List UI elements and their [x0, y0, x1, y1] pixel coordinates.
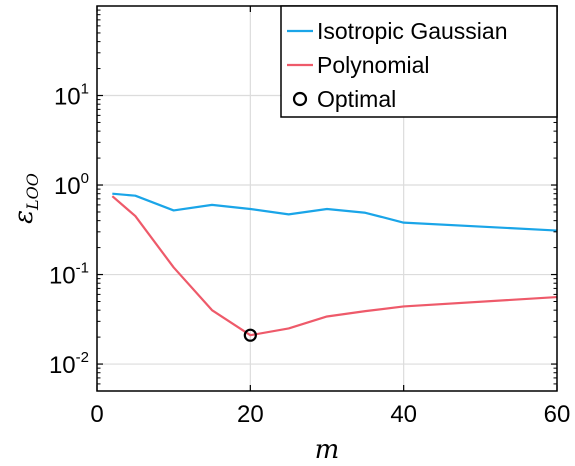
- y-tick-label: 100: [54, 170, 89, 200]
- y-axis-label: εLOO: [9, 173, 42, 224]
- y-tick-label-base: 10: [49, 263, 76, 290]
- x-tick-label: 0: [90, 401, 103, 428]
- y-tick-label: 10-1: [49, 260, 89, 290]
- legend-label-optimal: Optimal: [317, 86, 396, 112]
- legend-box: [280, 5, 558, 118]
- series-group: [111, 192, 558, 337]
- y-tick-label-exponent: 1: [81, 81, 89, 98]
- y-tick-label-exponent: -2: [76, 349, 89, 366]
- x-tick-label: 20: [237, 401, 264, 428]
- legend: Isotropic Gaussian Polynomial Optimal: [280, 5, 558, 118]
- y-tick-label-base: 10: [54, 173, 81, 200]
- markers-group: [243, 328, 257, 342]
- x-tick-label: 40: [390, 401, 417, 428]
- y-tick-label-base: 10: [49, 352, 76, 379]
- y-tick-label-base: 10: [54, 84, 81, 111]
- y-tick-label: 101: [54, 81, 89, 111]
- axis-labels: m εLOO: [9, 173, 339, 465]
- y-tick-label-exponent: -1: [76, 260, 89, 277]
- y-axis-label-main: ε: [9, 210, 39, 224]
- y-tick-label-exponent: 0: [81, 170, 89, 187]
- series-line-isotropic-gaussian: [112, 192, 558, 232]
- x-tick-label: 60: [544, 401, 571, 428]
- series-line-polynomial: [111, 195, 558, 337]
- y-tick-label: 10-2: [49, 349, 89, 379]
- legend-label-isotropic-gaussian: Isotropic Gaussian: [317, 18, 507, 44]
- optimal-point: [243, 328, 257, 342]
- legend-label-polynomial: Polynomial: [317, 52, 430, 78]
- y-axis-label-sub: LOO: [23, 173, 42, 211]
- x-axis-label: m: [315, 435, 340, 465]
- legend-swatch-optimal: [292, 91, 308, 107]
